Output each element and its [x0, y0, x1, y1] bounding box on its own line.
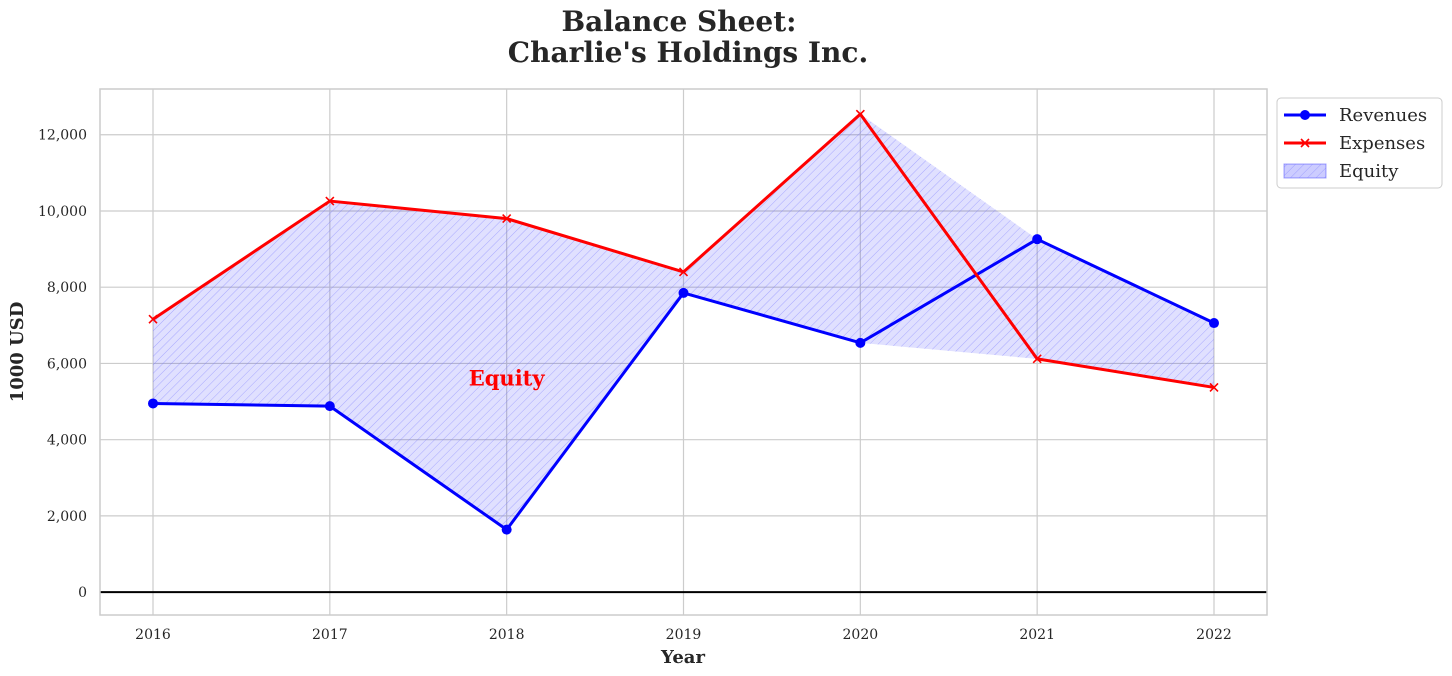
expenses-point-stroke: [678, 267, 689, 277]
revenues-point: [501, 524, 512, 535]
y-tick-label: 12,000: [38, 128, 87, 144]
revenues-point: [1032, 234, 1043, 245]
chart-title-line-2: Charlie's Holdings Inc.: [508, 36, 868, 69]
legend-marker-stroke: [1300, 138, 1310, 148]
expenses-point-stroke: [148, 314, 158, 324]
legend-revenues-marker: [1300, 110, 1310, 120]
x-tick-label: 2022: [1196, 627, 1232, 643]
legend-revenues-label: Revenues: [1339, 105, 1427, 126]
expenses-point-stroke: [1209, 382, 1219, 393]
equity-area: [153, 114, 1214, 530]
revenues-point: [148, 398, 158, 409]
revenues-point: [678, 287, 689, 298]
y-tick-label: 2,000: [47, 509, 87, 525]
x-axis-title: Year: [660, 647, 705, 668]
chart-title-line-1: Balance Sheet:: [561, 5, 796, 38]
y-tick-label: 4,000: [47, 433, 87, 449]
x-tick-label: 2018: [489, 627, 525, 643]
legend-equity-hatch: [1284, 164, 1326, 178]
expenses-point: [325, 196, 335, 206]
legend: Revenues Expenses Equity: [1276, 97, 1443, 189]
y-tick-label: 6,000: [47, 356, 87, 372]
x-tick-label: 2019: [666, 627, 702, 643]
y-tick-label: 10,000: [38, 204, 87, 220]
chart-title: Balance Sheet: Charlie's Holdings Inc.: [508, 5, 868, 69]
x-tick-labels: 2016 2017 2018 2019 2020 2021 2022: [135, 627, 1232, 643]
revenues-point: [324, 401, 335, 412]
expenses-point: [855, 109, 865, 119]
x-tick-label: 2021: [1019, 627, 1055, 643]
y-tick-labels: 0 2,000 4,000 6,000 8,000 10,000 12,000: [38, 128, 87, 601]
expenses-point-stroke: [855, 109, 865, 119]
expenses-point-stroke: [325, 196, 335, 206]
revenues-point: [855, 337, 866, 348]
expenses-point: [148, 314, 158, 324]
equity-annotation: Equity: [469, 366, 546, 391]
equity-hatch: [153, 114, 1214, 530]
x-tick-label: 2017: [312, 627, 348, 643]
expenses-point: [502, 214, 512, 224]
y-axis-title: 1000 USD: [7, 302, 28, 403]
series-markers: [148, 109, 1219, 535]
expenses-point-stroke: [502, 214, 512, 224]
legend-equity-label: Equity: [1339, 161, 1399, 182]
revenues-point: [1209, 318, 1219, 329]
x-tick-label: 2020: [843, 627, 879, 643]
expenses-point-stroke: [1032, 354, 1042, 364]
y-tick-label: 0: [78, 585, 87, 601]
y-tick-label: 8,000: [47, 280, 87, 296]
legend-expenses-label: Expenses: [1339, 133, 1425, 154]
expenses-point: [1209, 382, 1219, 393]
expenses-point: [1032, 354, 1042, 364]
plot-frame: [99, 88, 1268, 616]
expenses-point: [678, 267, 689, 277]
x-tick-label: 2016: [135, 627, 171, 643]
legend-expenses-marker: [1300, 138, 1310, 148]
